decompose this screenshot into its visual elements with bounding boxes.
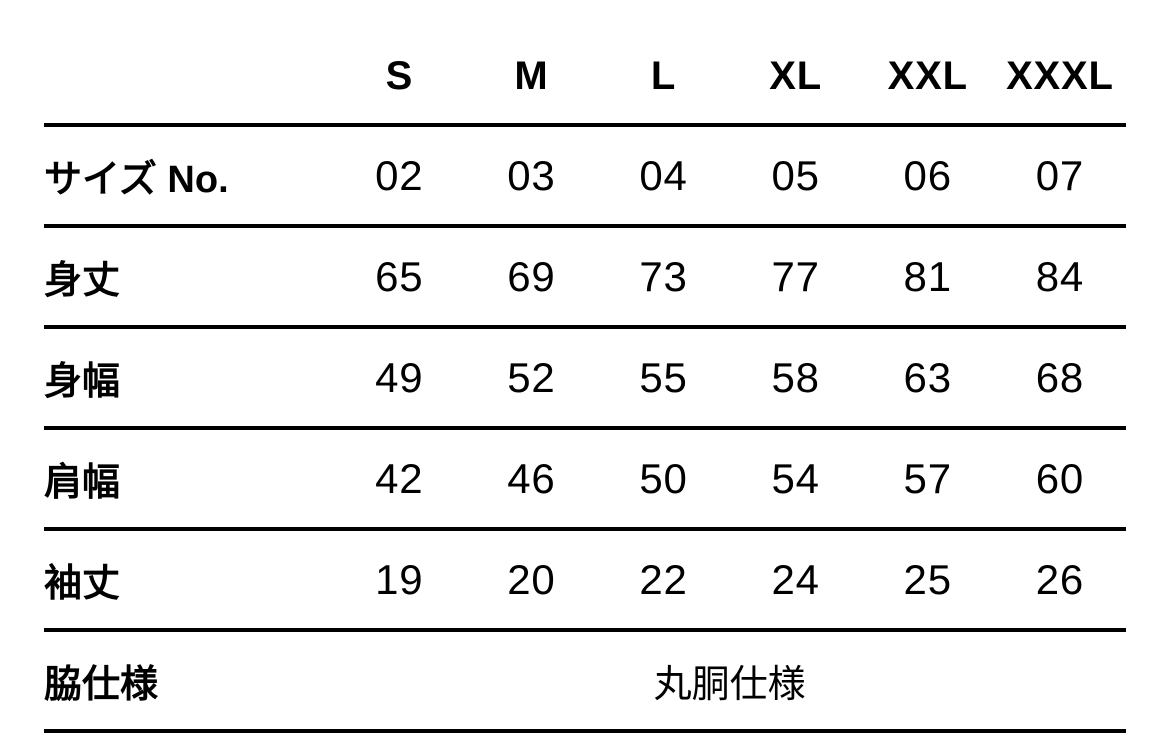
row-label: 脇仕様 <box>44 630 334 733</box>
table-cell: 60 <box>993 428 1126 531</box>
row-label: 身幅 <box>44 327 334 430</box>
table-cell: 25 <box>861 529 994 632</box>
table-cell: 42 <box>333 428 466 531</box>
column-header-l: L <box>597 30 730 127</box>
table-cell: 77 <box>729 226 862 329</box>
column-header-xl: XL <box>729 30 862 127</box>
column-header-xxl: XXL <box>861 30 994 127</box>
table-cell: 55 <box>597 327 730 430</box>
table-cell: 19 <box>333 529 466 632</box>
table-cell: 49 <box>333 327 466 430</box>
table-cell: 58 <box>729 327 862 430</box>
table-row-body-width: 身幅 49 52 55 58 63 68 <box>44 327 1126 430</box>
table-cell: 69 <box>465 226 598 329</box>
table-cell: 22 <box>597 529 730 632</box>
row-label: 袖丈 <box>44 529 334 632</box>
corner-cell <box>44 30 334 127</box>
size-spec-table: S M L XL XXL XXXL サイズ No. 02 03 04 05 06… <box>44 30 1126 733</box>
table-cell: 57 <box>861 428 994 531</box>
table-cell: 84 <box>993 226 1126 329</box>
row-label: サイズ No. <box>44 125 334 228</box>
table-cell: 46 <box>465 428 598 531</box>
table-cell: 07 <box>993 125 1126 228</box>
table-cell: 63 <box>861 327 994 430</box>
column-header-s: S <box>333 30 466 127</box>
table-cell: 05 <box>729 125 862 228</box>
table-row-shoulder-width: 肩幅 42 46 50 54 57 60 <box>44 428 1126 531</box>
table-cell: 50 <box>597 428 730 531</box>
table-cell: 06 <box>861 125 994 228</box>
row-label: 身丈 <box>44 226 334 329</box>
table-cell: 04 <box>597 125 730 228</box>
table-cell: 02 <box>333 125 466 228</box>
table-cell: 54 <box>729 428 862 531</box>
table-cell: 52 <box>465 327 598 430</box>
table-cell: 03 <box>465 125 598 228</box>
table-row-body-length: 身丈 65 69 73 77 81 84 <box>44 226 1126 329</box>
side-spec-value: 丸胴仕様 <box>333 630 1126 733</box>
row-label: 肩幅 <box>44 428 334 531</box>
table-cell: 73 <box>597 226 730 329</box>
table-cell: 68 <box>993 327 1126 430</box>
table-cell: 65 <box>333 226 466 329</box>
table-row-side-spec: 脇仕様 丸胴仕様 <box>44 630 1126 733</box>
table-row-sleeve-length: 袖丈 19 20 22 24 25 26 <box>44 529 1126 632</box>
table-cell: 24 <box>729 529 862 632</box>
table-cell: 20 <box>465 529 598 632</box>
size-header-row: S M L XL XXL XXXL <box>44 30 1126 127</box>
table-cell: 81 <box>861 226 994 329</box>
table-cell: 26 <box>993 529 1126 632</box>
column-header-m: M <box>465 30 598 127</box>
column-header-xxxl: XXXL <box>993 30 1126 127</box>
table-row-size-no: サイズ No. 02 03 04 05 06 07 <box>44 125 1126 228</box>
